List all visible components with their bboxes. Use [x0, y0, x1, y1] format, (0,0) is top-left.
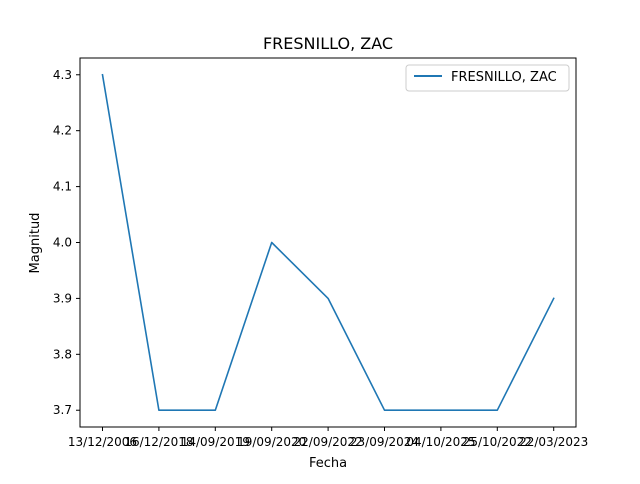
x-tick-label: 13/12/2006 — [68, 435, 137, 449]
y-tick-label: 4.3 — [53, 68, 72, 82]
x-tick-label: 22/03/2023 — [519, 435, 588, 449]
x-tick-label: 22/09/2022 — [294, 435, 363, 449]
series-line — [101, 73, 555, 412]
x-axis-ticks: 13/12/200616/12/201814/09/201919/09/2020… — [68, 427, 588, 449]
legend-series-label: FRESNILLO, ZAC — [451, 70, 557, 85]
x-tick-label: 14/09/2019 — [181, 435, 250, 449]
chart-title: FRESNILLO, ZAC — [263, 34, 393, 53]
x-tick-label: 25/10/2022 — [463, 435, 532, 449]
legend-box — [405, 64, 570, 92]
plot-series — [101, 73, 555, 412]
legend: FRESNILLO, ZAC — [405, 64, 570, 92]
x-tick-label: 16/12/2018 — [124, 435, 193, 449]
y-axis-ticks: 3.7 3.8 3.9 4.0 4.1 4.2 4.3 — [53, 68, 80, 417]
y-tick-label: 4.2 — [53, 124, 72, 138]
y-tick-label: 3.8 — [53, 347, 72, 361]
y-tick-label: 3.7 — [53, 403, 72, 417]
x-axis-label: Fecha — [309, 456, 347, 471]
y-tick-label: 3.9 — [53, 291, 72, 305]
x-tick-label: 19/09/2020 — [237, 435, 306, 449]
y-tick-label: 4.0 — [53, 236, 72, 250]
x-tick-label: 04/10/2025 — [406, 435, 475, 449]
y-axis-label: Magnitud — [28, 213, 43, 274]
plot-frame — [79, 57, 577, 428]
y-tick-label: 4.1 — [53, 180, 72, 194]
x-tick-label: 23/09/2024 — [350, 435, 419, 449]
